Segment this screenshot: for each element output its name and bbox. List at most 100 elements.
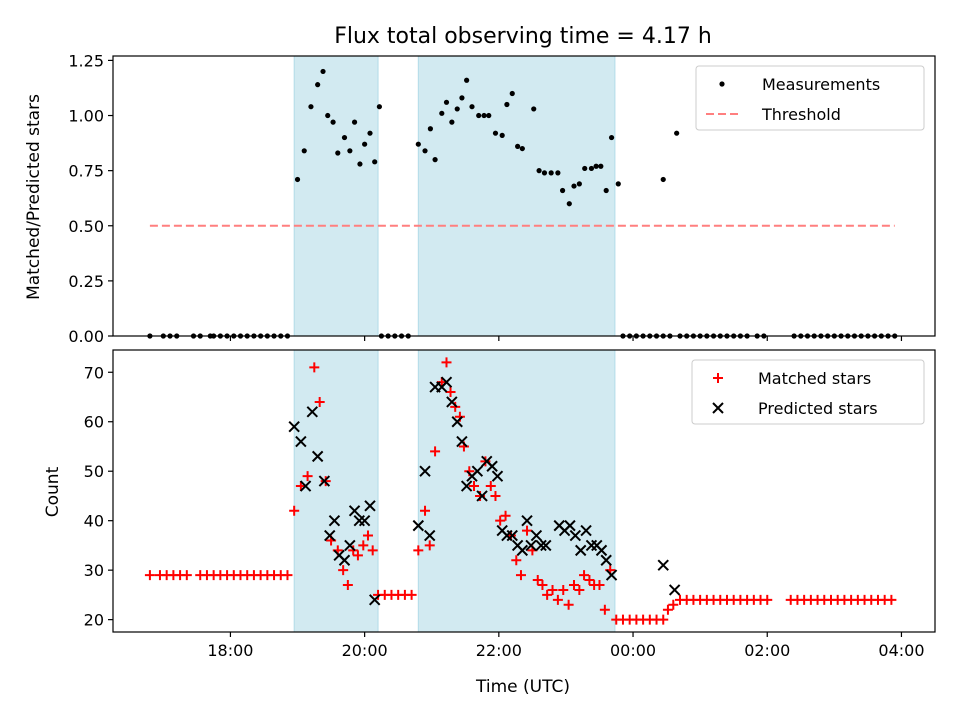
measurement-point: [509, 90, 515, 97]
measurement-point: [515, 143, 521, 149]
matched-star-point: [662, 604, 673, 615]
measurement-point: [439, 110, 445, 116]
x-tick-label: 04:00: [878, 641, 924, 660]
predicted-star-point: [535, 539, 547, 552]
measurement-point: [459, 95, 465, 101]
x-tick-label: 20:00: [342, 641, 388, 660]
predicted-star-point: [446, 396, 458, 408]
x-tick-label: 22:00: [476, 641, 522, 660]
matched-star-point: [314, 396, 325, 407]
measurement-point: [362, 141, 368, 147]
matched-star-point: [579, 570, 590, 581]
predicted-star-point: [288, 420, 300, 433]
matched-star-point: [420, 505, 431, 516]
y-tick-label: 20: [84, 611, 104, 630]
measurement-point: [415, 141, 421, 147]
y-tick-label: 70: [84, 363, 104, 382]
measurement-point: [674, 130, 680, 136]
predicted-star-point: [516, 544, 529, 557]
predicted-star-point: [521, 514, 533, 527]
legend-frame: [695, 65, 925, 131]
measurement-point: [492, 130, 499, 136]
legend: Measurements Threshold: [695, 65, 925, 131]
matched-star-point: [574, 584, 585, 595]
shaded-interval: [293, 349, 379, 633]
measurement-point: [449, 119, 455, 125]
measurement-point: [347, 148, 353, 154]
predicted-star-point: [412, 519, 425, 532]
y-tick-label: 0.50: [68, 217, 104, 236]
matched-star-point: [490, 490, 501, 501]
measurement-point: [571, 183, 577, 189]
matched-star-point: [532, 575, 543, 586]
top-panel: 0.00 0.25 0.50 0.75 1.00 1.25 Measurements Thre…: [68, 51, 936, 346]
predicted-star-point: [440, 376, 453, 388]
matched-star-point: [289, 505, 300, 516]
matched-star-point: [511, 555, 522, 566]
predicted-star-point: [419, 465, 431, 477]
y-tick-label: 0.25: [68, 272, 104, 291]
predicted-star-point: [328, 514, 341, 527]
legend-matched-marker: [713, 373, 723, 383]
measurement-point: [615, 181, 621, 187]
predicted-star-point: [451, 416, 463, 428]
measurement-point: [566, 201, 572, 207]
matched-star-point: [358, 540, 369, 551]
measurement-point: [330, 119, 336, 125]
predicted-star-point: [564, 519, 576, 532]
y-tick-label: 40: [84, 512, 104, 531]
legend-predicted-marker: [712, 402, 724, 414]
predicted-star-point: [311, 450, 324, 463]
matched-star-point: [430, 446, 441, 457]
measurement-point: [357, 161, 363, 167]
y-tick-label: 60: [84, 413, 104, 432]
measurement-point: [598, 163, 604, 169]
x-tick-label: 00:00: [610, 641, 656, 660]
measurement-point: [372, 159, 378, 165]
matched-star-point: [552, 594, 563, 605]
predicted-star-point: [368, 594, 381, 606]
matched-star-point: [406, 589, 417, 600]
predicted-star-point: [569, 529, 582, 542]
matched-star-point: [367, 545, 378, 556]
predicted-star-point: [424, 529, 436, 542]
predicted-star-point: [486, 460, 498, 472]
measurement-point: [367, 130, 373, 136]
predicted-star-point: [295, 435, 307, 448]
measurement-point: [301, 148, 307, 154]
predicted-star-point: [358, 514, 371, 527]
measurement-point: [499, 132, 505, 138]
predicted-star-point: [299, 480, 312, 492]
legend-label: Matched stars: [758, 369, 871, 388]
predicted-star-point: [600, 554, 612, 566]
shaded-interval: [293, 55, 379, 337]
predicted-star-point: [668, 584, 681, 596]
x-tick-label: 02:00: [744, 641, 790, 660]
legend-measurements-marker: [719, 81, 725, 87]
y-tick-label: 0.00: [68, 327, 104, 346]
measurement-point: [432, 157, 438, 163]
measurement-point: [320, 68, 326, 75]
measurement-point: [548, 170, 554, 176]
matched-star-point: [522, 525, 533, 536]
x-tick-label: 18:00: [207, 641, 253, 660]
matched-star-point: [599, 604, 610, 615]
matched-star-point: [424, 540, 435, 551]
matched-star-point: [144, 570, 155, 581]
matched-star-point: [762, 594, 773, 605]
matched-star-point: [542, 589, 553, 600]
matched-star-point: [441, 357, 452, 368]
measurement-point: [603, 187, 609, 194]
measurement-point: [555, 170, 561, 176]
matched-star-point: [338, 565, 349, 576]
matched-star-point: [668, 599, 679, 610]
legend-frame: [691, 359, 925, 425]
predicted-star-point: [530, 529, 543, 542]
matched-star-point: [515, 570, 526, 581]
measurement-point: [559, 187, 566, 194]
measurement-point: [308, 104, 314, 110]
measurement-point: [469, 104, 475, 110]
measurement-point: [464, 77, 470, 83]
matched-star-point: [886, 594, 897, 605]
matched-star-point: [537, 580, 548, 590]
